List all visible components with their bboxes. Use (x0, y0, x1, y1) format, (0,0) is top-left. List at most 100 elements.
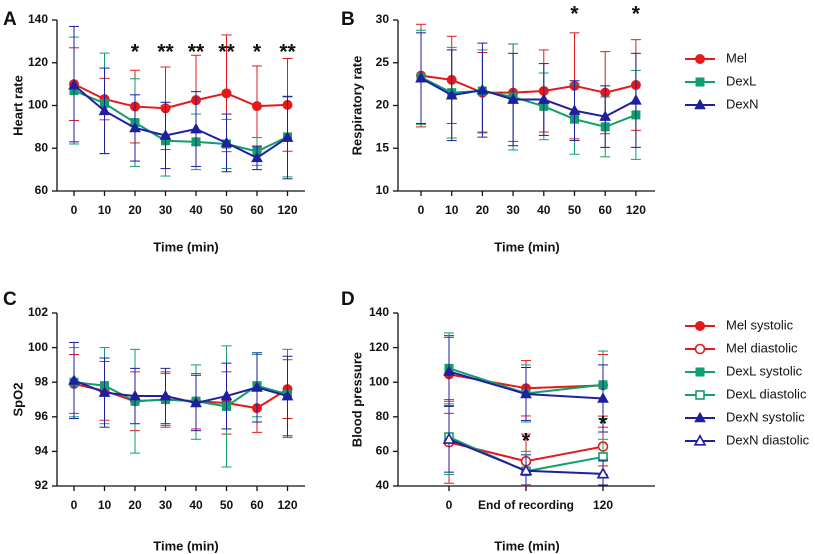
significance-marker: * (570, 3, 579, 26)
legend-marker (695, 77, 705, 87)
legend-label: DexN diastolic (726, 432, 810, 447)
data-point (190, 122, 202, 134)
data-point (281, 389, 294, 401)
series-line (420, 74, 637, 94)
significance-marker: * (522, 430, 531, 453)
legend-item: DexL diastolic (685, 386, 807, 401)
y-tick-label: 100 (28, 340, 48, 354)
legend-label: DexL diastolic (726, 386, 807, 401)
data-point (630, 94, 642, 105)
series-line (73, 89, 288, 153)
legend-marker (694, 343, 706, 355)
data-point (599, 110, 612, 121)
data-point (220, 136, 233, 148)
data-point (415, 71, 427, 83)
data-point (129, 121, 141, 133)
panel-letter: D (341, 289, 355, 310)
x-tick-label: 50 (568, 203, 582, 217)
y-axis-label: Blood pressure (349, 352, 364, 447)
data-point (98, 386, 111, 397)
data-point (251, 381, 263, 392)
x-tick-label: 50 (220, 498, 234, 512)
y-tick-label: 80 (35, 140, 49, 154)
data-point (68, 78, 80, 90)
series-dexn-systolic (443, 336, 609, 433)
x-tick-label: 120 (593, 498, 613, 512)
legend-top: Mel DexL DexN (685, 50, 759, 111)
legend-item: DexN systolic (685, 409, 805, 424)
legend-label: Mel diastolic (726, 340, 798, 355)
x-tick-label: 40 (537, 203, 551, 217)
x-axis-label: Time (min) (494, 538, 560, 553)
y-tick-label: 60 (376, 444, 390, 458)
significance-marker: * (253, 41, 262, 64)
series-line (73, 379, 288, 404)
data-point (443, 365, 455, 376)
data-point (251, 151, 263, 163)
data-point (281, 131, 294, 142)
y-axis-label: SpO2 (10, 383, 25, 417)
significance-marker: * (632, 3, 641, 26)
legend-marker (695, 54, 705, 64)
x-axis-label: Time (min) (494, 239, 560, 254)
y-tick-label: 94 (35, 444, 49, 458)
legend-label: DexL systolic (726, 363, 803, 378)
series-dexn (68, 341, 294, 437)
legend-marker (693, 434, 707, 446)
data-point (68, 374, 80, 385)
data-point (519, 463, 533, 476)
x-axis-label: Time (min) (153, 239, 219, 254)
y-tick-label: 140 (28, 12, 48, 26)
y-axis-label: Respiratory rate (349, 56, 364, 156)
y-tick-label: 20 (376, 98, 390, 112)
panel-b: B 10 15 20 25 30 0 10 20 30 40 50 60 120 Time (min) Res… (341, 3, 655, 254)
legend-marker (694, 98, 706, 110)
series-line (73, 84, 289, 160)
data-point (252, 101, 262, 112)
legend-item: Mel systolic (685, 317, 794, 332)
x-tick-label: 120 (277, 498, 297, 512)
y-tick-label: 96 (35, 409, 49, 423)
data-point (445, 89, 458, 100)
panel-letter: B (341, 9, 355, 30)
x-tick-label: 20 (128, 498, 142, 512)
series-line (420, 77, 637, 118)
y-tick-label: 100 (28, 98, 48, 112)
panel-a: A 60 80 100 120 140 0 10 20 30 40 50 60 120 Time (min)… (3, 9, 305, 254)
y-tick-label: 120 (28, 55, 48, 69)
x-tick-label: 20 (128, 203, 142, 217)
data-point (129, 389, 141, 401)
x-tick-label: 0 (418, 203, 425, 217)
x-tick-label: 0 (71, 203, 78, 217)
panel-letter: C (3, 289, 17, 310)
y-tick-label: 100 (369, 374, 389, 388)
data-point (596, 467, 610, 479)
data-point (221, 88, 232, 99)
y-tick-label: 80 (376, 409, 390, 423)
x-tick-label: 50 (220, 203, 234, 217)
x-tick-label: 40 (189, 498, 203, 512)
y-tick-label: 60 (35, 183, 49, 197)
y-tick-label: 30 (376, 12, 390, 26)
panel-d: D 40 60 80 100 120 140 0 End of recording 120 Time… (341, 289, 655, 553)
legend-label: DexN (726, 96, 759, 111)
y-axis-label: Heart rate (10, 75, 25, 136)
x-tick-label: 120 (626, 203, 646, 217)
legend-marker (695, 321, 705, 331)
significance-marker: * (131, 41, 140, 64)
series-line (73, 83, 288, 110)
legend-marker (695, 390, 705, 400)
data-point (476, 83, 489, 95)
data-point (520, 387, 532, 399)
data-point (597, 392, 609, 403)
data-point (442, 432, 456, 444)
legend-item: DexN (685, 96, 759, 111)
y-tick-label: 10 (376, 183, 390, 197)
legend-item: Mel diastolic (685, 340, 798, 355)
x-tick-label: 10 (98, 203, 112, 217)
x-tick-label: 20 (476, 203, 490, 217)
data-point (568, 104, 581, 115)
significance-marker: ** (279, 41, 296, 64)
legend-marker (694, 411, 706, 423)
